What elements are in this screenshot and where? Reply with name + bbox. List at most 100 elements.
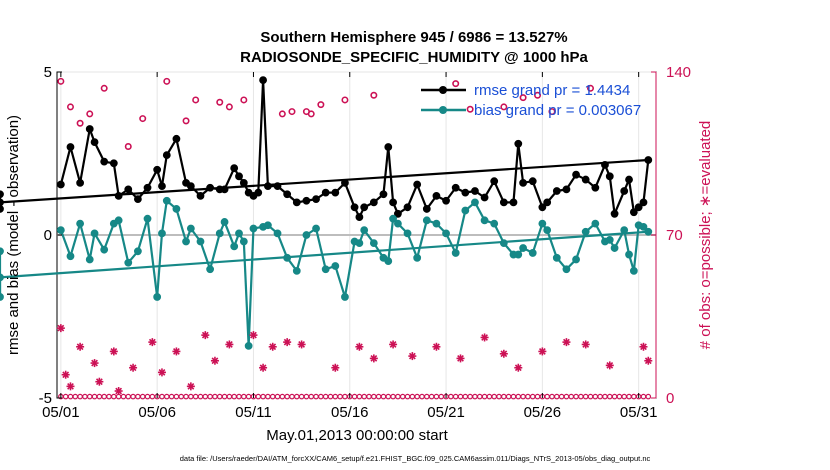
obs-evaluated-marker <box>148 338 157 347</box>
series-1-point <box>341 293 349 301</box>
obs-possible-marker <box>341 96 349 104</box>
chart-title-line2: RADIOSONDE_SPECIFIC_HUMIDITY @ 1000 hPa <box>240 49 588 66</box>
series-0-point <box>206 183 215 192</box>
series-1-point <box>292 266 301 275</box>
obs-evaluated-marker <box>389 340 398 349</box>
series-1-point <box>394 219 402 228</box>
x-tick-label: 05/21 <box>427 404 465 421</box>
series-1-point <box>629 266 638 275</box>
series-1-point <box>543 226 552 235</box>
asterisk-stroke <box>389 341 397 348</box>
asterisk-stroke <box>148 338 156 346</box>
series-1-segment <box>242 241 250 346</box>
obs-evaluated-marker <box>201 331 210 340</box>
obs-possible-marker <box>288 108 296 116</box>
asterisk-stroke <box>187 382 195 390</box>
asterisk-stroke <box>67 382 74 390</box>
series-0-point <box>312 195 320 204</box>
series-1-point <box>230 242 239 251</box>
obs-evaluated-marker <box>331 363 340 372</box>
series-1-segment <box>160 200 168 234</box>
series-0-point <box>519 178 528 187</box>
asterisk-stroke <box>91 359 98 367</box>
obs-evaluated-marker <box>514 363 523 372</box>
series-1-segment <box>531 223 544 254</box>
obs-evaluated-marker <box>480 333 489 342</box>
series-0-point <box>264 182 272 191</box>
series-1-point <box>528 249 537 257</box>
series-0-point <box>480 193 489 202</box>
series-0-point <box>259 76 267 85</box>
series-0-point <box>85 125 94 133</box>
series-1-point <box>572 255 580 264</box>
series-0-point <box>528 177 537 186</box>
obs-evaluated-marker <box>186 382 195 391</box>
series-1-point <box>625 250 633 259</box>
series-0-point <box>124 185 133 194</box>
asterisk-stroke <box>201 331 209 339</box>
series-1-point <box>644 227 653 236</box>
y2-tick-label: 70 <box>666 227 683 244</box>
series-0-point <box>639 198 648 207</box>
series-1-segment <box>88 233 96 260</box>
asterisk-stroke <box>408 352 416 360</box>
obs-baseline-marker <box>645 393 652 400</box>
series-1-segment <box>334 265 346 298</box>
asterisk-stroke <box>110 348 118 355</box>
series-1-segment <box>175 208 188 242</box>
series-1-point <box>389 214 397 223</box>
series-0-point <box>133 195 142 204</box>
series-0-point <box>471 187 479 195</box>
obs-evaluated-marker <box>605 361 614 370</box>
series-1-point <box>215 229 224 238</box>
series-1-point <box>239 237 248 246</box>
obs-possible-marker <box>278 110 286 118</box>
obs-evaluated-marker <box>56 324 65 333</box>
asterisk-stroke <box>500 350 508 358</box>
obs-evaluated-marker <box>114 387 123 396</box>
obs-evaluated-marker <box>499 349 508 358</box>
series-1-segment <box>406 232 419 259</box>
series-0-point <box>572 170 580 179</box>
series-0-point <box>461 188 470 197</box>
series-0-point <box>432 191 441 200</box>
series-0-point <box>186 182 195 191</box>
obs-evaluated-marker <box>66 382 75 391</box>
series-1-point <box>302 231 311 239</box>
series-0-point <box>634 203 643 212</box>
series-0-segment <box>608 176 616 214</box>
series-0-point <box>490 177 499 186</box>
y-tick-label: 5 <box>44 64 52 81</box>
asterisk-stroke <box>269 343 277 351</box>
axis-ticks: 05/01 05/06 05/11 05/16 05/21 05/26 05/31 -5 0 5 0… <box>39 64 691 421</box>
series-1-segment <box>314 228 327 270</box>
series-1-point <box>413 253 422 262</box>
series-0-segment <box>406 184 419 208</box>
series-1-segment <box>295 234 308 272</box>
series-0-point <box>389 198 397 207</box>
series-1-point <box>461 206 470 215</box>
series-0-segment <box>627 179 635 213</box>
series-1-point <box>283 253 292 262</box>
series-1-point <box>0 273 4 282</box>
asterisk-stroke <box>129 364 137 372</box>
obs-possible-marker <box>163 77 171 85</box>
series-0-point <box>538 203 547 212</box>
obs-evaluated-marker <box>355 342 364 351</box>
obs-evaluated-marker <box>408 352 417 361</box>
obs-possible-marker <box>500 103 508 111</box>
series-1-point <box>56 226 65 235</box>
obs-possible-marker <box>192 96 200 104</box>
series-0-point <box>509 198 518 207</box>
series-1-segment <box>103 223 115 251</box>
series-0-point <box>239 178 248 187</box>
series-0-point <box>56 180 65 189</box>
series-0-segment <box>175 138 188 184</box>
obs-evaluated-marker <box>562 338 571 347</box>
series-0-point <box>153 165 162 174</box>
asterisk-stroke <box>95 378 103 386</box>
series-1-point <box>153 293 162 301</box>
series-0-segment <box>0 158 649 204</box>
series-0-point <box>514 139 523 148</box>
x-tick-label: 05/11 <box>235 404 271 421</box>
